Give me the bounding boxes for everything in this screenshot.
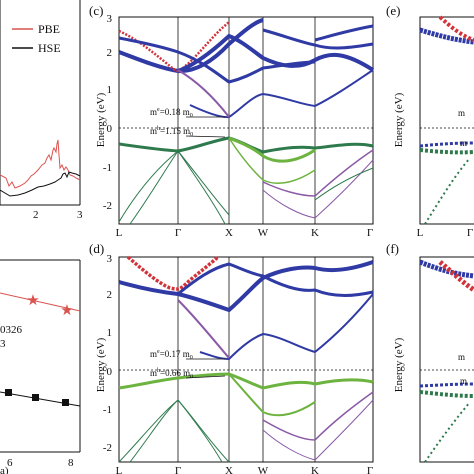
black-square-marker: [32, 394, 39, 401]
panel-f-frame: [419, 256, 474, 463]
legend-pbe-label: PBE: [38, 22, 60, 36]
left-bottom-annotation-1: 0326: [0, 324, 23, 336]
panel-c-ytick: 0: [107, 123, 113, 135]
panel-c-ytick: 3: [107, 13, 113, 25]
panel-c-kpoint: X: [225, 227, 233, 239]
panel-d-mh-label: mh=0.66 m0: [150, 368, 193, 380]
panel-d-kpoint: Γ: [175, 465, 181, 474]
panel-c-ylabel: Energy (eV): [95, 92, 107, 147]
panel-c-kpoint: W: [258, 227, 269, 239]
panel-d-ytick: -2: [103, 442, 112, 454]
panel-c-kpoint: K: [311, 227, 319, 239]
panel-d-mh-arrow: [185, 375, 226, 379]
panel-d-kpoint: W: [258, 465, 269, 474]
panel-e-mass-fragment: m: [460, 138, 467, 148]
pbe-curve: [0, 139, 81, 189]
left-bottom-annotation-2: 3: [0, 338, 6, 350]
panel-c-mh-arrow: [185, 135, 226, 138]
panel-d-ylabel: Energy (eV): [95, 337, 107, 392]
panel-e-label: (e): [386, 3, 400, 18]
panel-d-ytick: 3: [107, 253, 113, 265]
panel-c-ytick: -2: [103, 200, 112, 212]
left-bottom-xlabel-fragment: a): [0, 465, 9, 474]
panel-e-kpoint: L: [417, 227, 424, 239]
left-bottom-xtick-8: 8: [68, 457, 74, 469]
panel-c-kpoint: Γ: [175, 227, 181, 239]
panel-d-label: (d): [89, 241, 104, 256]
panel-c-kpoint: Γ: [367, 227, 373, 239]
panel-f-ylabel: Energy (eV): [393, 337, 405, 392]
red-star-marker: ★: [26, 293, 39, 309]
panel-e-frame: [419, 16, 474, 225]
black-square-marker: [62, 399, 69, 406]
hse-curve: [0, 171, 81, 197]
left-bottom-panel: ★ ★ 0326 3 6 8 a): [0, 259, 81, 474]
panel-d-kpoint: X: [225, 465, 233, 474]
left-top-xtick-3: 3: [77, 209, 83, 221]
left-top-panel: PBE HSE 2 3: [0, 0, 83, 221]
panel-e-kpoint: Γ: [467, 227, 473, 239]
panel-e: (e) Energy (eV) m m L Γ: [386, 3, 474, 239]
panel-c-ytick: -1: [103, 162, 112, 174]
red-star-marker: ★: [60, 303, 73, 319]
panel-d-ytick: 1: [107, 327, 113, 339]
panel-d-ytick: 0: [107, 366, 113, 378]
panel-c: (c) Energy (eV) 3 2 1 0 -1 -2: [89, 3, 375, 239]
panel-f-label: (f): [386, 241, 399, 256]
panel-d-ytick: -1: [103, 404, 112, 416]
legend-hse-label: HSE: [38, 41, 61, 55]
panel-d-frame: [118, 256, 374, 463]
panel-c-mh-label: mh=1.15 m0: [150, 126, 193, 138]
black-square-marker: [5, 389, 12, 396]
panel-c-ytick: 2: [107, 47, 113, 59]
panel-d-kpoint: K: [311, 465, 319, 474]
panel-c-ytick: 1: [107, 84, 113, 96]
panel-e-mass-fragment: m: [458, 108, 465, 118]
panel-d-me-label: me=0.17 m0: [150, 349, 193, 361]
panel-d-ytick: 2: [107, 289, 113, 301]
panel-f: (f) Energy (eV) m m: [386, 241, 474, 463]
panel-d-kpoint: L: [116, 465, 123, 474]
panel-d: (d) Energy (eV) 3 2 1 0 -1 -2 me=0.17 m0…: [89, 241, 374, 474]
panel-d-kpoint: Γ: [367, 465, 373, 474]
panel-c-me-label: me=0.18 m0: [150, 107, 193, 119]
panel-f-mass-fragment: m: [458, 352, 465, 362]
panel-f-mass-fragment: m: [460, 376, 467, 386]
panel-e-ylabel: Energy (eV): [393, 92, 405, 147]
panel-c-label: (c): [89, 3, 103, 18]
panel-c-kpoint: L: [116, 227, 123, 239]
left-bottom-xtick-6: 6: [7, 457, 13, 469]
left-top-xtick-2: 2: [33, 209, 39, 221]
panel-c-frame: [118, 16, 374, 225]
red-fit-line: [0, 292, 81, 312]
